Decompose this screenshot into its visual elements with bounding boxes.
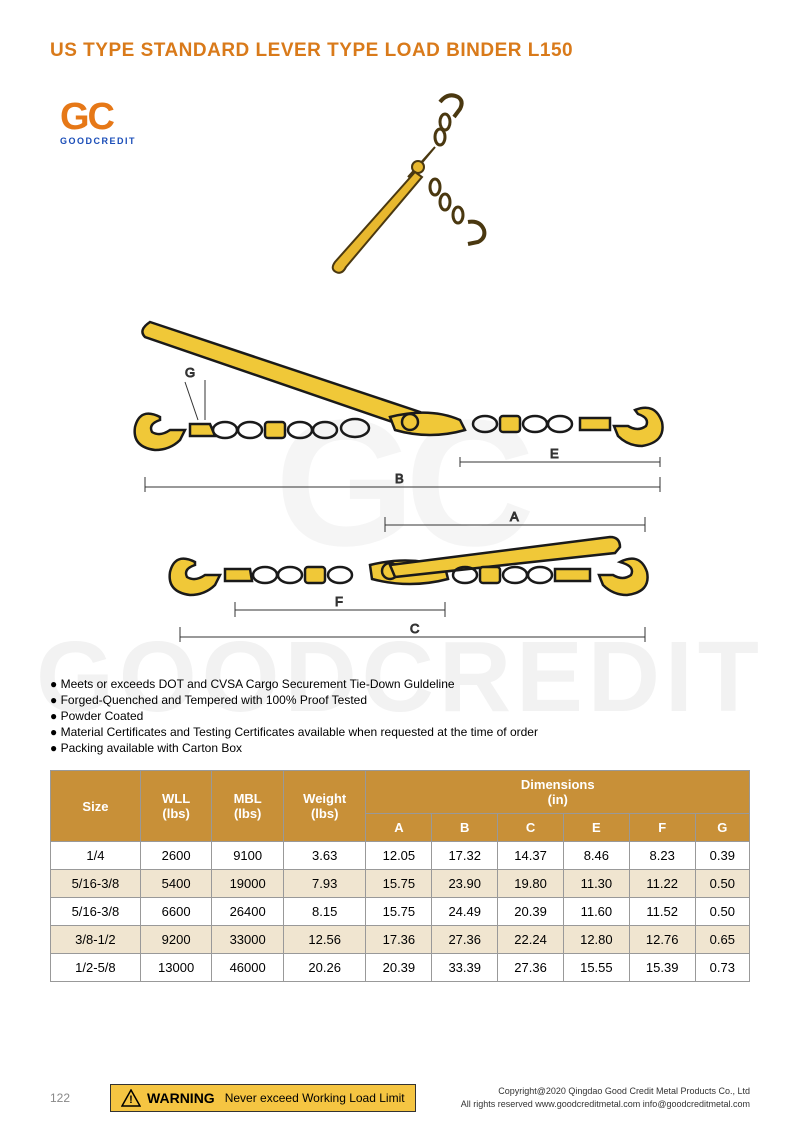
- table-cell: 12.56: [283, 926, 366, 954]
- warning-icon: !: [121, 1089, 141, 1107]
- table-cell: 0.39: [695, 842, 749, 870]
- table-cell: 11.30: [563, 870, 629, 898]
- table-cell: 2600: [140, 842, 212, 870]
- col-size: Size: [51, 771, 141, 842]
- table-cell: 5/16-3/8: [51, 870, 141, 898]
- feature-bullets: Meets or exceeds DOT and CVSA Cargo Secu…: [50, 677, 750, 755]
- bullet-item: Forged-Quenched and Tempered with 100% P…: [50, 693, 750, 707]
- table-row: 1/4260091003.6312.0517.3214.378.468.230.…: [51, 842, 750, 870]
- bullet-item: Packing available with Carton Box: [50, 741, 750, 755]
- page-number: 122: [50, 1091, 70, 1105]
- table-cell: 13000: [140, 954, 212, 982]
- table-row: 1/2-5/8130004600020.2620.3933.3927.3615.…: [51, 954, 750, 982]
- col-e: E: [563, 814, 629, 842]
- col-wll: WLL(lbs): [140, 771, 212, 842]
- table-cell: 3.63: [283, 842, 366, 870]
- page-title: US TYPE STANDARD LEVER TYPE LOAD BINDER …: [50, 40, 750, 62]
- dim-label-f: F: [335, 594, 343, 609]
- table-cell: 33000: [212, 926, 284, 954]
- table-cell: 0.50: [695, 898, 749, 926]
- table-cell: 22.24: [498, 926, 564, 954]
- table-cell: 9200: [140, 926, 212, 954]
- table-cell: 8.23: [629, 842, 695, 870]
- table-cell: 26400: [212, 898, 284, 926]
- table-cell: 12.80: [563, 926, 629, 954]
- table-cell: 27.36: [432, 926, 498, 954]
- table-cell: 15.75: [366, 870, 432, 898]
- col-f: F: [629, 814, 695, 842]
- table-cell: 23.90: [432, 870, 498, 898]
- copyright-line2: All rights reserved www.goodcreditmetal.…: [461, 1098, 750, 1111]
- table-cell: 17.32: [432, 842, 498, 870]
- table-cell: 11.60: [563, 898, 629, 926]
- table-cell: 5400: [140, 870, 212, 898]
- product-photo: [240, 87, 560, 287]
- table-cell: 5/16-3/8: [51, 898, 141, 926]
- table-cell: 7.93: [283, 870, 366, 898]
- table-cell: 24.49: [432, 898, 498, 926]
- table-cell: 14.37: [498, 842, 564, 870]
- table-cell: 17.36: [366, 926, 432, 954]
- table-cell: 33.39: [432, 954, 498, 982]
- bullet-item: Powder Coated: [50, 709, 750, 723]
- table-cell: 20.26: [283, 954, 366, 982]
- table-cell: 20.39: [366, 954, 432, 982]
- table-cell: 8.15: [283, 898, 366, 926]
- table-row: 5/16-3/86600264008.1515.7524.4920.3911.6…: [51, 898, 750, 926]
- col-mbl: MBL(lbs): [212, 771, 284, 842]
- table-cell: 8.46: [563, 842, 629, 870]
- table-cell: 20.39: [498, 898, 564, 926]
- table-cell: 12.05: [366, 842, 432, 870]
- col-b: B: [432, 814, 498, 842]
- table-cell: 15.75: [366, 898, 432, 926]
- col-weight: Weight(lbs): [283, 771, 366, 842]
- table-cell: 46000: [212, 954, 284, 982]
- logo-subtext: GOODCREDIT: [60, 136, 136, 146]
- bullet-item: Material Certificates and Testing Certif…: [50, 725, 750, 739]
- dim-label-b: B: [395, 471, 404, 486]
- dim-label-e: E: [550, 446, 559, 461]
- dimension-diagram: G E B: [90, 302, 710, 662]
- col-dimensions: Dimensions(in): [366, 771, 750, 814]
- col-a: A: [366, 814, 432, 842]
- table-cell: 9100: [212, 842, 284, 870]
- warning-label: WARNING: [147, 1090, 215, 1106]
- table-cell: 15.39: [629, 954, 695, 982]
- table-cell: 19000: [212, 870, 284, 898]
- table-cell: 1/2-5/8: [51, 954, 141, 982]
- table-cell: 0.65: [695, 926, 749, 954]
- table-row: 3/8-1/292003300012.5617.3627.3622.2412.8…: [51, 926, 750, 954]
- dim-label-g: G: [185, 365, 195, 380]
- table-cell: 0.73: [695, 954, 749, 982]
- table-cell: 12.76: [629, 926, 695, 954]
- table-cell: 11.22: [629, 870, 695, 898]
- table-cell: 19.80: [498, 870, 564, 898]
- bullet-item: Meets or exceeds DOT and CVSA Cargo Secu…: [50, 677, 750, 691]
- table-cell: 0.50: [695, 870, 749, 898]
- col-c: C: [498, 814, 564, 842]
- table-cell: 11.52: [629, 898, 695, 926]
- svg-text:!: !: [129, 1094, 133, 1106]
- table-row: 5/16-3/85400190007.9315.7523.9019.8011.3…: [51, 870, 750, 898]
- warning-text: Never exceed Working Load Limit: [225, 1091, 405, 1105]
- logo-main: GC: [60, 100, 136, 134]
- copyright-line1: Copyright@2020 Qingdao Good Credit Metal…: [461, 1085, 750, 1098]
- dim-label-a: A: [510, 509, 519, 524]
- dim-label-c: C: [410, 621, 419, 636]
- copyright: Copyright@2020 Qingdao Good Credit Metal…: [461, 1085, 750, 1110]
- table-cell: 6600: [140, 898, 212, 926]
- brand-logo: GC GOODCREDIT: [60, 100, 136, 146]
- warning-box: ! WARNING Never exceed Working Load Limi…: [110, 1084, 416, 1112]
- page-footer: 122 ! WARNING Never exceed Working Load …: [0, 1084, 800, 1112]
- table-cell: 15.55: [563, 954, 629, 982]
- table-cell: 27.36: [498, 954, 564, 982]
- table-cell: 1/4: [51, 842, 141, 870]
- spec-table: Size WLL(lbs) MBL(lbs) Weight(lbs) Dimen…: [50, 770, 750, 982]
- table-cell: 3/8-1/2: [51, 926, 141, 954]
- col-g: G: [695, 814, 749, 842]
